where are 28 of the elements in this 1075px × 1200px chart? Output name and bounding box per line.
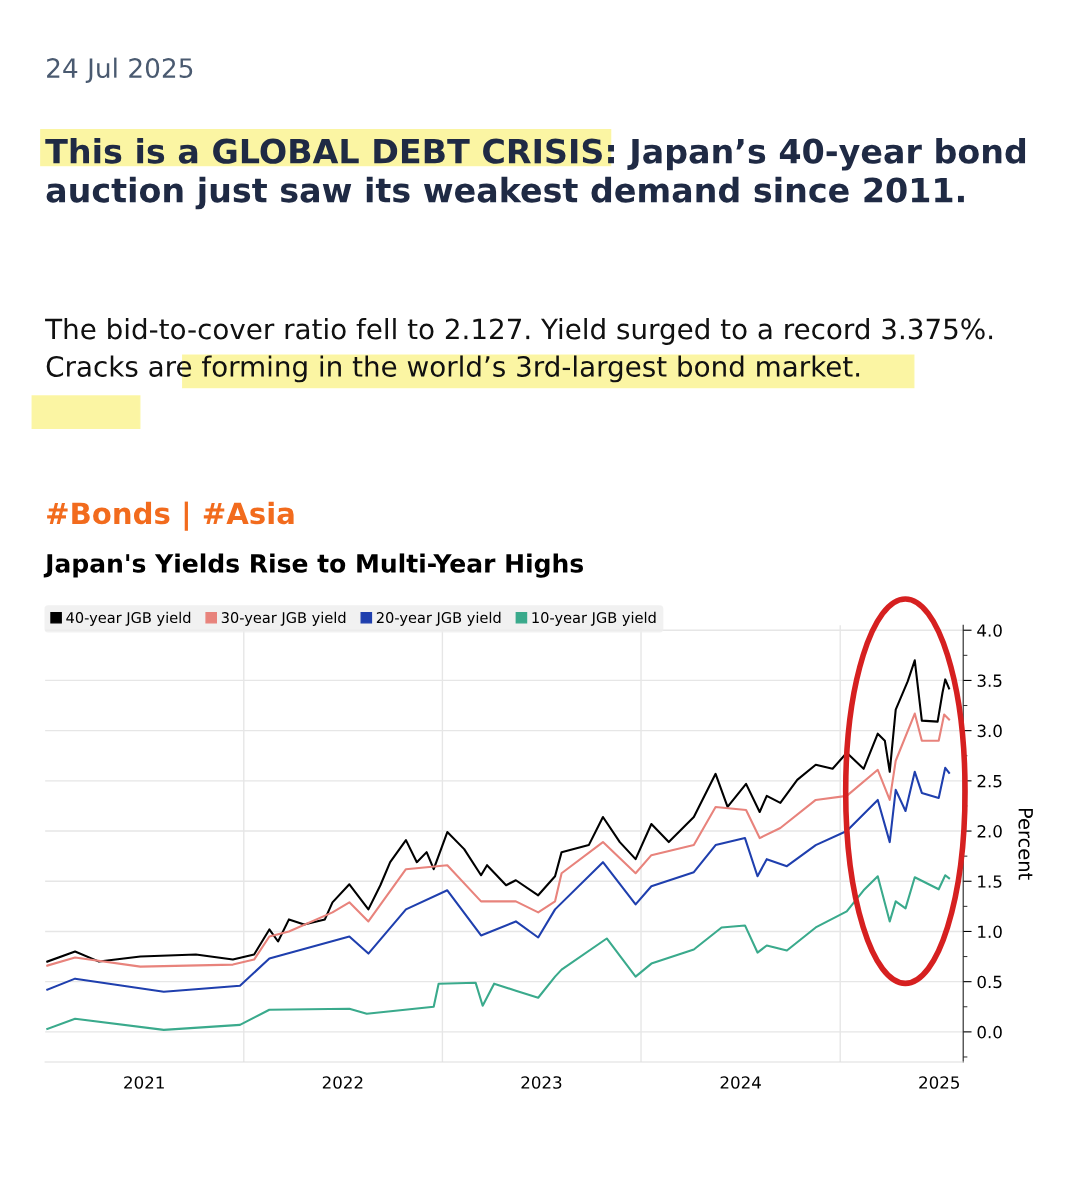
legend-label: 10-year JGB yield — [532, 611, 656, 626]
text: 24 Jul 2025 — [47, 57, 193, 83]
y-tick-label: 3.0 — [977, 724, 1002, 738]
y-tick-label: 4.0 — [977, 624, 1002, 637]
text: The bid-to-cover ratio fell to 2.127. Yield surged to a record 3.375%. Cracks are forming in the world’s 3rd-largest bond market. — [45, 318, 993, 383]
legend-label: 20-year JGB yield — [376, 611, 501, 626]
x-tick-label: 2022 — [322, 1076, 363, 1089]
y-tick-label: 1.0 — [978, 925, 1002, 939]
y-axis-title: Percent — [1018, 808, 1033, 880]
line-series — [46, 659, 951, 963]
y-tick-label: 2.5 — [977, 774, 1002, 788]
text: This is a GLOBAL DEBT CRISIS: Japan’s 40-year bond auction just saw its weakest demand since 2011. — [45, 138, 1026, 210]
y-tick-label: 3.5 — [977, 674, 1002, 687]
y-tick-label: 1.5 — [978, 875, 1002, 888]
y-tick-label: 0.0 — [977, 1025, 1002, 1039]
x-tick-label: 2021 — [124, 1076, 164, 1089]
legend-label: 40-year JGB yield — [66, 611, 191, 626]
x-tick-label: 2025 — [919, 1076, 960, 1089]
text: #Bonds | #Asia — [47, 501, 294, 531]
line-series — [46, 766, 951, 993]
legend-label: 30-year JGB yield — [221, 611, 346, 626]
x-tick-label: 2023 — [521, 1076, 562, 1089]
x-tick-label: 2024 — [720, 1076, 761, 1089]
y-tick-label: 2.0 — [977, 825, 1002, 838]
chart-title: Japan's Yields Rise to Multi-Year Highs — [43, 553, 583, 578]
y-tick-label: 0.5 — [977, 975, 1002, 989]
line-series — [46, 712, 951, 968]
line-series — [46, 874, 951, 1031]
